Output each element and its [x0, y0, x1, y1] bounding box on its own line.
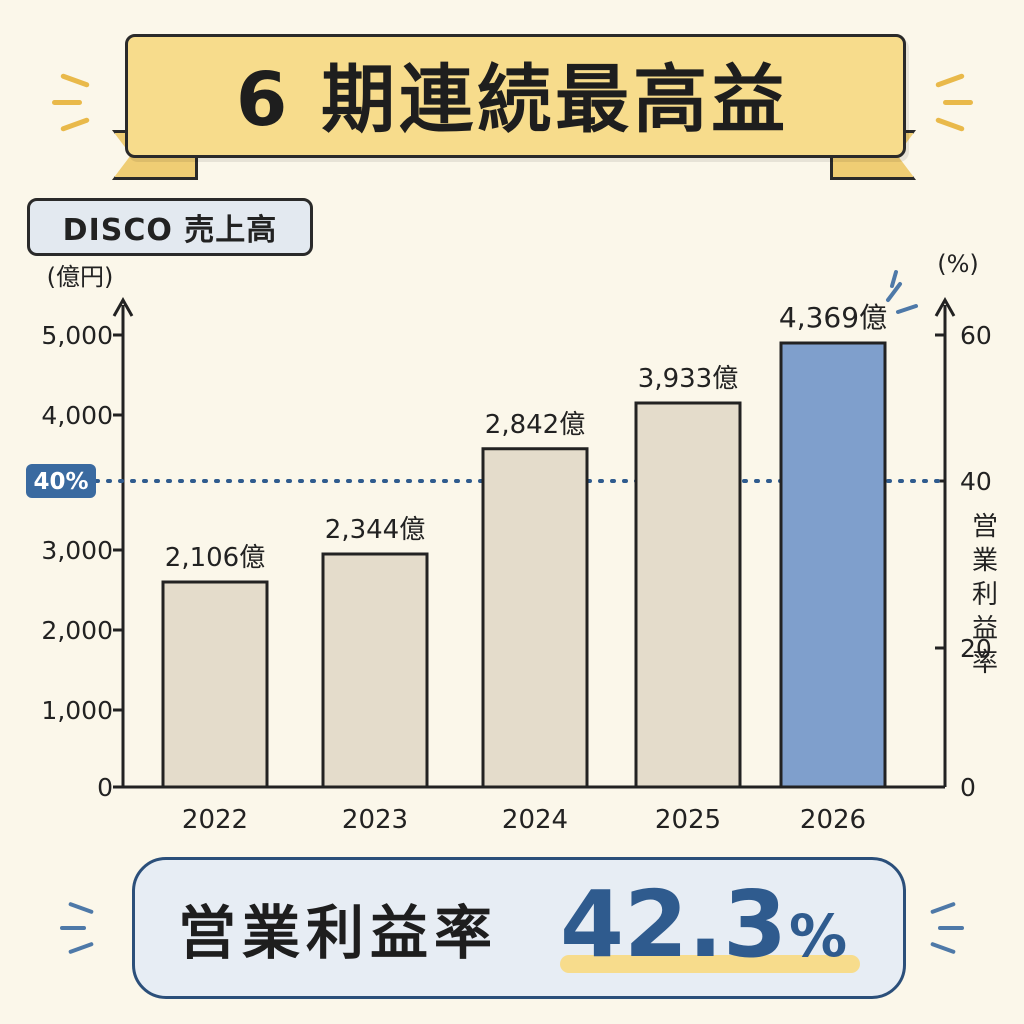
y-axis-right-arrow [934, 296, 956, 317]
sparkle-icon [52, 100, 82, 105]
bar [481, 447, 589, 789]
emphasis-dash-icon [60, 926, 86, 930]
x-tick-label: 2022 [182, 805, 248, 835]
operating-margin-callout [132, 857, 906, 999]
reference-badge [26, 464, 96, 498]
y-axis-right-title-char: 利 [972, 580, 998, 610]
callout-value: 42.3 % [560, 870, 847, 980]
emphasis-dash-icon [938, 926, 964, 930]
y-tick-label-left: 0 [97, 773, 113, 802]
bar [779, 341, 887, 789]
bar-value-label: 2,344億 [325, 515, 425, 545]
sparkle-icon [890, 270, 898, 288]
x-tick-label: 2026 [800, 805, 866, 835]
x-tick-label: 2024 [502, 805, 568, 835]
title-banner [125, 34, 906, 158]
x-tick-label: 2023 [342, 805, 408, 835]
y-axis-left-arrow [112, 296, 134, 317]
sparkle-icon [886, 282, 902, 302]
y-tick-label-left: 3,000 [41, 536, 113, 565]
chart-label: DISCO 売上高 [27, 198, 313, 256]
y-axis-right-unit: (%) [937, 250, 979, 278]
bar-value-label: 4,369億 [779, 301, 887, 334]
bar-value-label: 3,933億 [638, 364, 738, 394]
page-title: 6 期連続最高益 [235, 56, 790, 143]
x-tick-label: 2025 [655, 805, 721, 835]
y-axis-right-title-char: 営 [972, 512, 998, 542]
y-tick-label-left: 1,000 [41, 696, 113, 725]
bar [321, 552, 429, 789]
sparkle-icon [943, 100, 973, 105]
y-tick-label-right: 40 [960, 467, 992, 496]
y-tick-label-right: 0 [960, 773, 976, 802]
bar-value-label: 2,842億 [485, 410, 585, 440]
y-tick-label-left: 4,000 [41, 401, 113, 430]
bar-value-label: 2,106億 [165, 543, 265, 573]
sparkle-icon [896, 304, 918, 314]
y-axis-right-title-char: 率 [972, 648, 998, 678]
callout-number: 42.3 [560, 871, 787, 978]
reference-label: 40% [33, 469, 88, 495]
bar [634, 401, 742, 789]
y-axis-left-unit: (億円) [47, 263, 114, 291]
y-tick-label-right: 60 [960, 321, 992, 350]
callout-unit: % [789, 902, 848, 970]
callout-label: 営業利益率 [178, 899, 499, 967]
y-tick-label-right: 20 [960, 634, 992, 663]
y-axis-right-title-char: 業 [972, 546, 998, 576]
y-tick-label-left: 2,000 [41, 616, 113, 645]
value-underline [560, 955, 860, 973]
bar [161, 580, 269, 789]
y-axis-right-title-char: 益 [972, 614, 998, 644]
y-tick-label-left: 5,000 [41, 321, 113, 350]
